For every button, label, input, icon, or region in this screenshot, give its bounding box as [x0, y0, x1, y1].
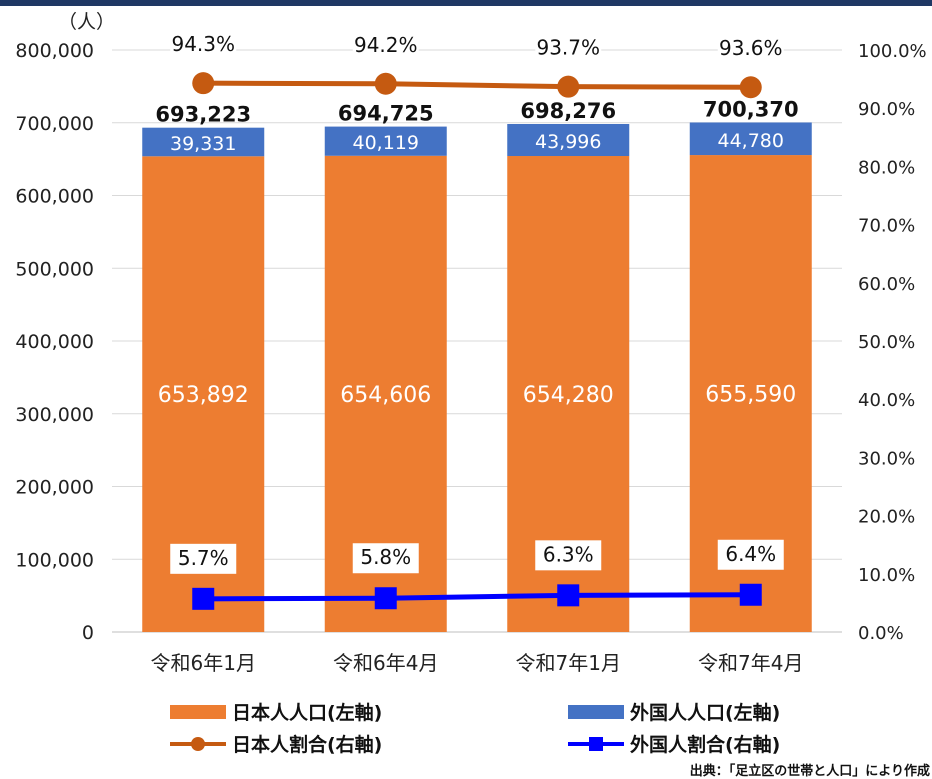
ratio-label-background: [170, 30, 237, 61]
y-left-tick-label: 0: [82, 622, 94, 644]
y-right-tick-label: 40.0%: [858, 390, 915, 411]
y-right-tick-label: 90.0%: [858, 99, 915, 120]
marker-japanese-ratio: [192, 72, 215, 95]
y-right-tick-label: 60.0%: [858, 274, 915, 295]
line-foreign-ratio: [203, 592, 751, 602]
legend-swatch-orange: [170, 704, 226, 719]
x-category-label: 令和7年1月: [516, 651, 621, 675]
legend-label: 日本人割合(右軸): [232, 734, 383, 756]
source-note: 出典：「足立区の世帯と人口」により作成: [689, 764, 930, 779]
bar-total-label: 693,223: [155, 103, 251, 127]
y-left-tick-label: 800,000: [15, 40, 94, 62]
ratio-label-background: [352, 543, 419, 574]
combo-chart: 653,892 39,331 693,223 654,606 40,119 694,725…: [15, 11, 927, 675]
ratio-label-background: [170, 543, 237, 574]
marker-japanese-ratio: [739, 76, 762, 99]
x-category-label: 令和7年4月: [698, 651, 803, 675]
y-right-tick-label: 0.0%: [858, 623, 904, 644]
marker-foreign-ratio: [739, 583, 762, 606]
bar-label-foreign: 44,780: [718, 130, 784, 152]
marker-japanese-ratio: [374, 72, 397, 95]
ratio-label-foreign: 6.3%: [543, 542, 594, 566]
legend-item-foreign-population: 外国人人口(左軸): [568, 698, 780, 725]
ratio-label-japanese: 94.2%: [354, 33, 418, 57]
marker-foreign-ratio: [374, 587, 397, 610]
bar-total-label: 694,725: [338, 102, 434, 126]
y-right-tick-label: 70.0%: [858, 216, 915, 237]
legend-line-blue: [568, 736, 624, 752]
bar-label-foreign: 40,119: [353, 132, 419, 154]
y-left-tick-label: 500,000: [15, 258, 94, 280]
y-right-tick-label: 10.0%: [858, 565, 915, 586]
y-right-tick-label: 20.0%: [858, 507, 915, 528]
y-right-tick-label: 30.0%: [858, 448, 915, 469]
ratio-label-background: [717, 34, 784, 65]
legend-item-japanese-population: 日本人人口(左軸): [170, 698, 382, 725]
bar-foreign-population: [507, 124, 630, 157]
y-left-tick-label: 300,000: [15, 404, 94, 426]
y-right-tick-label: 100.0%: [858, 41, 927, 62]
marker-foreign-ratio: [192, 587, 215, 610]
bar-label-japanese: 653,892: [158, 383, 249, 408]
bar-label-foreign: 39,331: [170, 133, 236, 155]
legend-item-japanese-ratio: 日本人割合(右軸): [170, 730, 382, 757]
bar-foreign-population: [142, 127, 265, 157]
legend: 日本人人口(左軸) 外国人人口(左軸) 日本人割合(右軸) 外国人割合(右軸): [0, 690, 932, 760]
marker-japanese-ratio: [557, 75, 580, 98]
legend-item-foreign-ratio: 外国人割合(右軸): [568, 730, 780, 757]
x-category-label: 令和6年4月: [333, 651, 438, 675]
ratio-label-background: [352, 30, 419, 61]
bar-label-japanese: 654,280: [523, 383, 614, 408]
ratio-label-japanese: 93.6%: [719, 36, 783, 60]
bar-label-foreign: 43,996: [535, 131, 601, 153]
y-left-tick-label: 100,000: [15, 549, 94, 571]
top-border: [0, 0, 932, 6]
ratio-label-japanese: 94.3%: [171, 32, 235, 56]
x-category-label: 令和6年1月: [151, 651, 256, 675]
ratio-label-japanese: 93.7%: [536, 36, 600, 60]
ratio-label-foreign: 5.8%: [360, 545, 411, 569]
line-japanese-ratio: [203, 80, 751, 90]
y-left-tick-label: 400,000: [15, 331, 94, 353]
bar-foreign-population: [689, 122, 812, 156]
legend-line-orange: [170, 736, 226, 752]
bar-label-japanese: 655,590: [705, 383, 796, 408]
bar-label-japanese: 654,606: [340, 383, 431, 408]
bar-total-label: 700,370: [703, 97, 799, 121]
ratio-label-background: [535, 33, 602, 64]
y-left-tick-label: 700,000: [15, 113, 94, 135]
y-right-tick-label: 80.0%: [858, 157, 915, 178]
y-left-unit-label: （人）: [58, 11, 115, 33]
y-left-tick-label: 600,000: [15, 186, 94, 208]
ratio-label-foreign: 5.7%: [178, 546, 229, 570]
y-left-tick-label: 200,000: [15, 477, 94, 499]
ratio-label-background: [535, 540, 602, 571]
legend-label: 日本人人口(左軸): [232, 702, 383, 724]
ratio-label-background: [717, 539, 784, 570]
ratio-label-foreign: 6.4%: [725, 542, 776, 566]
legend-label: 外国人割合(右軸): [630, 734, 781, 756]
marker-foreign-ratio: [557, 584, 580, 607]
y-right-tick-label: 50.0%: [858, 332, 915, 353]
legend-swatch-blue: [568, 704, 624, 719]
bar-foreign-population: [324, 126, 447, 156]
bar-total-label: 698,276: [520, 99, 616, 123]
legend-label: 外国人人口(左軸): [630, 702, 781, 724]
